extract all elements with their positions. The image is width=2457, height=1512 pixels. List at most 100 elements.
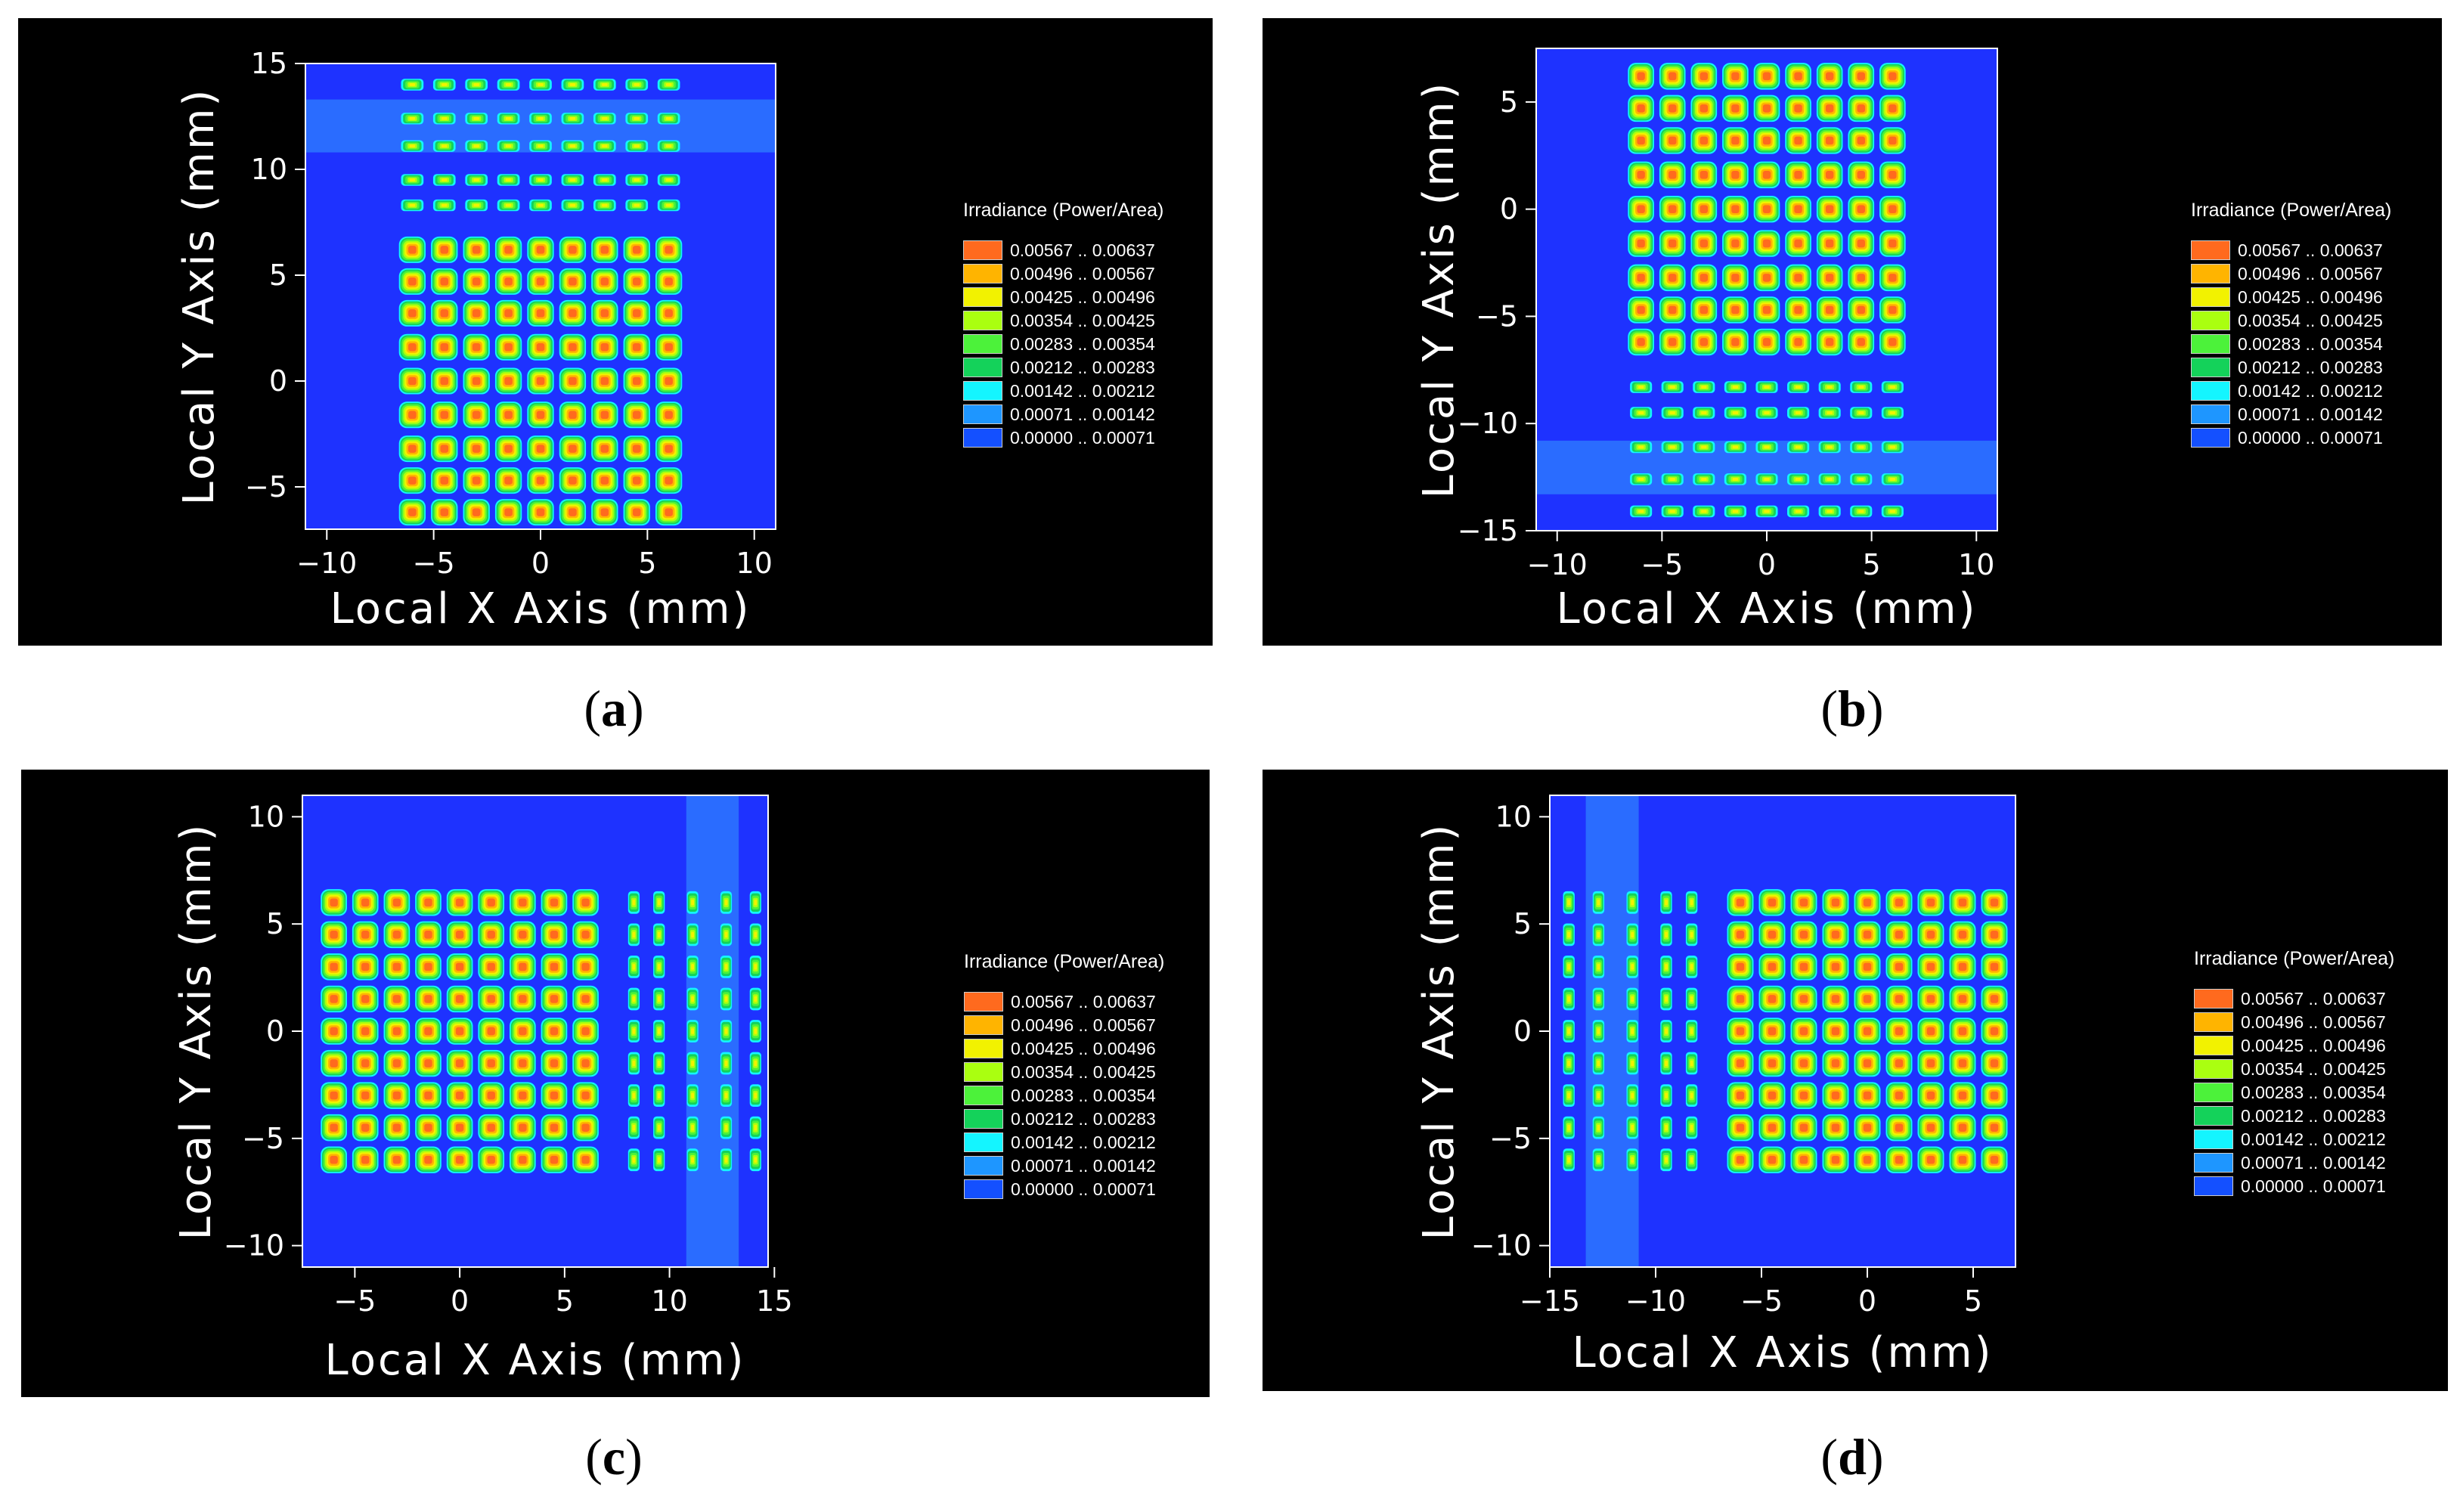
- legend-swatch: [963, 428, 1002, 448]
- irradiance-spot: [1816, 161, 1843, 189]
- irradiance-spot: [1690, 63, 1718, 90]
- irradiance-spot: [655, 467, 683, 494]
- irradiance-spot: [1727, 1049, 1754, 1077]
- irradiance-spot: [352, 889, 379, 916]
- legend-swatch: [2194, 1083, 2233, 1102]
- weak-spots: [401, 79, 680, 212]
- irradiance-spot: [623, 499, 650, 526]
- irradiance-spot: [655, 401, 683, 429]
- weak-spot: [401, 140, 424, 152]
- y-tick-label: 0: [1514, 1015, 1532, 1048]
- weak-spot: [686, 1116, 699, 1139]
- irradiance-spot: [1854, 889, 1881, 916]
- legend-label: 0.00354 .. 0.00425: [2238, 310, 2383, 330]
- weak-spot: [749, 1084, 761, 1107]
- irradiance-spot: [431, 401, 458, 429]
- irradiance-spot: [446, 921, 473, 949]
- irradiance-spot: [655, 367, 683, 395]
- weak-spot: [1685, 1020, 1698, 1043]
- irradiance-spot: [559, 499, 587, 526]
- weak-spot: [627, 1052, 640, 1075]
- weak-spot: [720, 1052, 733, 1075]
- irradiance-spot: [446, 1082, 473, 1109]
- weak-spot: [686, 923, 699, 947]
- y-tick-label: 0: [269, 364, 287, 398]
- legend-label: 0.00000 .. 0.00071: [2241, 1176, 2386, 1196]
- irradiance-spot: [321, 1082, 347, 1109]
- legend-swatch: [2194, 1106, 2233, 1126]
- irradiance-spot: [591, 268, 618, 295]
- weak-spot: [686, 956, 699, 978]
- weak-spot: [529, 113, 552, 125]
- weak-spot: [657, 174, 680, 186]
- irradiance-spot: [415, 921, 442, 949]
- irradiance-spot: [510, 889, 536, 916]
- irradiance-spot: [415, 1018, 442, 1045]
- weak-spot: [1563, 1084, 1575, 1107]
- irradiance-spot: [1690, 264, 1718, 292]
- panel-a: −10 −5 0 5 10 −5 0 5 10 15 Local X Axis (mm) Local …: [18, 18, 1213, 646]
- legend-label: 0.00142 .. 0.00212: [2241, 1129, 2386, 1149]
- x-tick-label: 5: [556, 1284, 574, 1318]
- weak-spot: [1787, 407, 1810, 419]
- legend-label: 0.00496 .. 0.00567: [2241, 1012, 2386, 1032]
- x-axis-label: Local X Axis (mm): [1557, 584, 1978, 634]
- weak-spot: [1592, 891, 1605, 914]
- legend-entry: 0.00283 .. 0.00354: [963, 334, 1155, 354]
- legend-swatch: [963, 264, 1002, 284]
- legend-label: 0.00142 .. 0.00212: [1011, 1132, 1156, 1152]
- irradiance-spot: [1848, 328, 1875, 356]
- irradiance-spot: [321, 1114, 347, 1142]
- weak-spot: [561, 199, 584, 212]
- legend-label: 0.00000 .. 0.00071: [1011, 1179, 1156, 1199]
- x-tick-label: 0: [1758, 548, 1776, 581]
- weak-spot: [401, 199, 424, 212]
- y-tick-label: 10: [251, 153, 287, 186]
- irradiance-spot: [415, 889, 442, 916]
- legend-label: 0.00567 .. 0.00637: [1010, 240, 1155, 260]
- weak-spot: [1592, 987, 1605, 1011]
- weak-spot: [1626, 987, 1638, 1011]
- irradiance-spot: [527, 435, 554, 463]
- legend-swatch: [2194, 989, 2233, 1009]
- legend-label: 0.00567 .. 0.00637: [2238, 240, 2383, 260]
- irradiance-spot: [572, 1082, 599, 1109]
- irradiance-spot: [1917, 1114, 1944, 1142]
- legend-swatch: [963, 404, 1002, 424]
- weak-spot: [1660, 923, 1672, 947]
- irradiance-spot: [1758, 1146, 1786, 1173]
- irradiance-spot: [559, 435, 587, 463]
- irradiance-spot: [1790, 1146, 1817, 1173]
- y-tick-label: 5: [266, 907, 284, 940]
- weak-spot: [529, 140, 552, 152]
- weak-spot: [653, 1020, 665, 1043]
- weak-spot: [1850, 441, 1873, 454]
- irradiance-spot: [1659, 94, 1686, 122]
- irradiance-spot: [352, 921, 379, 949]
- irradiance-spot: [541, 921, 568, 949]
- irradiance-spot: [478, 1018, 505, 1045]
- legend-entry: 0.00425 .. 0.00496: [963, 287, 1155, 307]
- irradiance-spot: [1785, 230, 1811, 257]
- weak-spot: [1685, 923, 1698, 947]
- irradiance-spot: [383, 921, 411, 949]
- weak-spot: [1787, 473, 1810, 485]
- irradiance-spot: [1722, 161, 1749, 189]
- panel-d: −15 −10 −5 0 5 −10 −5 0 5 10 Local X Axis (mm) Loca…: [1263, 770, 2448, 1391]
- weak-spot: [1626, 1052, 1638, 1075]
- irradiance-spot: [1848, 296, 1875, 324]
- x-tick-label: 10: [651, 1284, 687, 1318]
- irradiance-spot: [1981, 1018, 2008, 1045]
- weak-spot: [1685, 1084, 1698, 1107]
- irradiance-spot: [398, 367, 426, 395]
- irradiance-spot: [1854, 1018, 1881, 1045]
- weak-spot: [1660, 1148, 1672, 1172]
- irradiance-spot: [1753, 296, 1780, 324]
- irradiance-spot: [655, 236, 683, 263]
- irradiance-spot: [572, 1049, 599, 1077]
- weak-spot: [465, 174, 488, 186]
- weak-spot: [627, 1116, 640, 1139]
- irradiance-spot: [1981, 889, 2008, 916]
- x-tick-label: 0: [451, 1284, 469, 1318]
- irradiance-spot: [321, 889, 347, 916]
